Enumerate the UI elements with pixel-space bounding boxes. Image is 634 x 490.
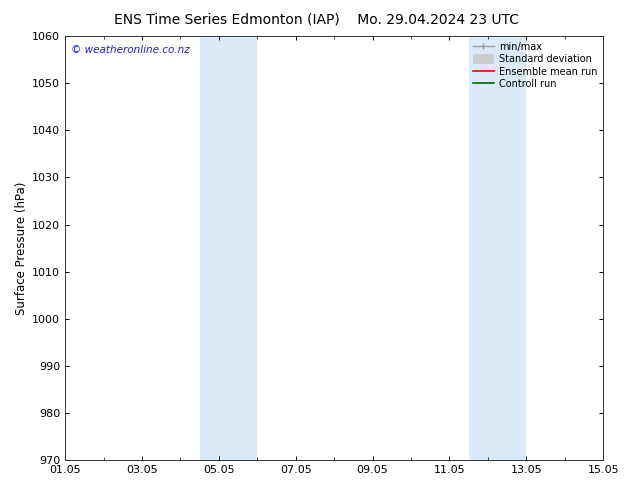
Text: ENS Time Series Edmonton (IAP)    Mo. 29.04.2024 23 UTC: ENS Time Series Edmonton (IAP) Mo. 29.04… bbox=[115, 12, 519, 26]
Bar bbox=[200, 36, 257, 460]
Y-axis label: Surface Pressure (hPa): Surface Pressure (hPa) bbox=[15, 181, 28, 315]
Bar bbox=[469, 36, 526, 460]
Text: © weatheronline.co.nz: © weatheronline.co.nz bbox=[70, 45, 190, 54]
Legend: min/max, Standard deviation, Ensemble mean run, Controll run: min/max, Standard deviation, Ensemble me… bbox=[469, 38, 601, 93]
